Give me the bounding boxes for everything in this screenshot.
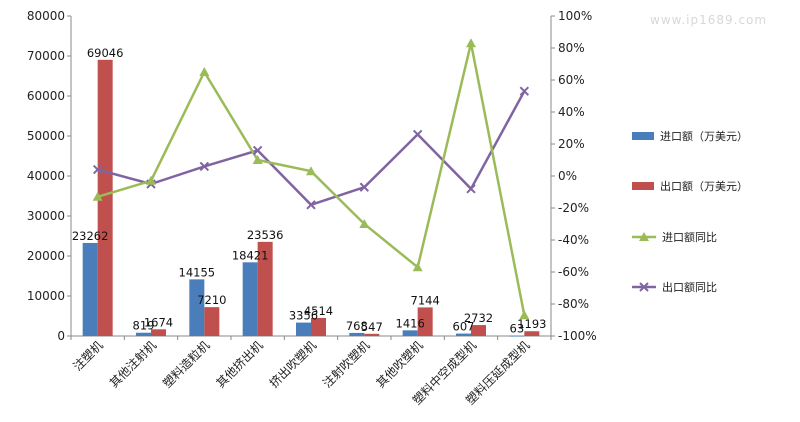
export-yoy-marker (466, 184, 476, 194)
import-value-label: 23262 (72, 229, 109, 243)
right-tick-label: -40% (558, 233, 589, 247)
export-value-bar (471, 325, 486, 336)
left-tick-label: 80000 (27, 9, 65, 23)
import-value-label: 18421 (232, 248, 269, 262)
import-value-label: 14155 (179, 265, 216, 279)
import-value-bar (189, 279, 205, 336)
right-tick-label: -20% (558, 201, 589, 215)
legend-label-export-value: 出口额（万美元） (660, 180, 748, 193)
export-value-label: 23536 (247, 228, 284, 242)
export-value-label: 547 (361, 320, 383, 334)
import-value-label: 768 (346, 319, 368, 333)
category-label: 其他吹塑机 (373, 338, 426, 391)
import-value-bar (402, 330, 418, 336)
left-tick-label: 10000 (27, 289, 65, 303)
import-yoy-marker (412, 262, 423, 272)
import-value-label: 607 (453, 320, 475, 334)
legend-label-export-yoy: 出口额同比 (662, 281, 717, 294)
export-value-label: 1193 (517, 317, 546, 331)
export-value-label: 2732 (464, 311, 493, 325)
import-value-bar (456, 333, 471, 336)
right-tick-label: -80% (558, 297, 589, 311)
export-value-bar (311, 317, 326, 336)
import-value-label: 819 (133, 319, 155, 333)
export-value-bar (524, 331, 540, 336)
legend-swatch-export-yoy (632, 282, 656, 292)
legend-item-export-value: 出口额（万美元） (632, 178, 748, 194)
left-tick-label: 0 (57, 329, 65, 343)
export-value-bar (151, 329, 166, 336)
right-tick-label: 0% (558, 169, 577, 183)
import-value-label: 3356 (289, 309, 318, 323)
import-yoy-marker (306, 166, 316, 176)
legend-item-import-yoy: 进口额同比 (632, 229, 717, 245)
left-tick-label: 50000 (27, 129, 65, 143)
category-label: 注射吹塑机 (319, 338, 372, 391)
import-value-bar (136, 332, 151, 336)
legend-label-import-value: 进口额（万美元） (660, 130, 748, 143)
export-yoy-marker (252, 145, 263, 156)
export-value-label: 4514 (304, 304, 333, 318)
export-value-bar (364, 333, 380, 336)
legend-item-import-value: 进口额（万美元） (632, 128, 748, 144)
import-yoy-marker (92, 191, 103, 201)
category-label: 注塑机 (70, 338, 106, 374)
legend-swatch-import-yoy (632, 232, 656, 241)
export-yoy-marker (92, 164, 103, 175)
right-tick-label: -60% (558, 265, 589, 279)
import-yoy-marker (359, 219, 370, 228)
export-yoy-line (97, 90, 526, 207)
import-yoy-marker (466, 38, 476, 48)
import-yoy-marker (146, 175, 156, 185)
import-value-bar (242, 262, 258, 336)
category-label: 其他注射机 (106, 338, 159, 391)
watermark-text: www.ip1689.com (650, 13, 768, 27)
legend-item-export-yoy: 出口额同比 (632, 279, 717, 295)
import-value-bar (296, 322, 311, 336)
export-value-label: 1674 (144, 315, 173, 329)
export-value-label: 7210 (197, 293, 226, 307)
import-value-bar (509, 335, 525, 337)
export-value-label: 7144 (411, 293, 440, 307)
right-tick-label: -100% (558, 329, 597, 343)
export-yoy-marker (519, 86, 530, 96)
import-yoy-marker (252, 155, 263, 164)
export-value-bar (204, 307, 220, 336)
left-tick-label: 40000 (27, 169, 65, 183)
export-value-bar (417, 307, 433, 336)
category-label: 挤出吹塑机 (266, 338, 319, 391)
import-yoy-marker (519, 310, 530, 320)
right-tick-label: 20% (558, 137, 585, 151)
right-tick-label: 40% (558, 105, 585, 119)
export-yoy-marker (359, 182, 370, 192)
left-tick-label: 60000 (27, 89, 65, 103)
left-tick-label: 30000 (27, 209, 65, 223)
left-tick-label: 70000 (27, 49, 65, 63)
export-value-bar (257, 241, 273, 336)
import-value-label: 1416 (396, 316, 425, 330)
export-value-bar (97, 59, 113, 336)
category-label: 塑料造粒机 (159, 338, 212, 391)
left-tick-label: 20000 (27, 249, 65, 263)
export-yoy-marker (412, 129, 423, 140)
category-label: 其他挤出机 (213, 338, 266, 391)
right-tick-label: 80% (558, 41, 585, 55)
legend-swatch-export-value (632, 182, 654, 190)
right-tick-label: 100% (558, 9, 592, 23)
legend-swatch-import-value (632, 132, 654, 140)
right-tick-label: 60% (558, 73, 585, 87)
legend-label-import-yoy: 进口额同比 (662, 231, 717, 244)
import-value-bar (82, 242, 98, 336)
export-value-label: 69046 (87, 46, 124, 60)
import-value-bar (349, 332, 365, 336)
import-value-label: 63 (510, 322, 525, 336)
export-yoy-marker (199, 161, 210, 172)
import-yoy-marker (199, 67, 210, 76)
export-yoy-marker (306, 200, 316, 210)
